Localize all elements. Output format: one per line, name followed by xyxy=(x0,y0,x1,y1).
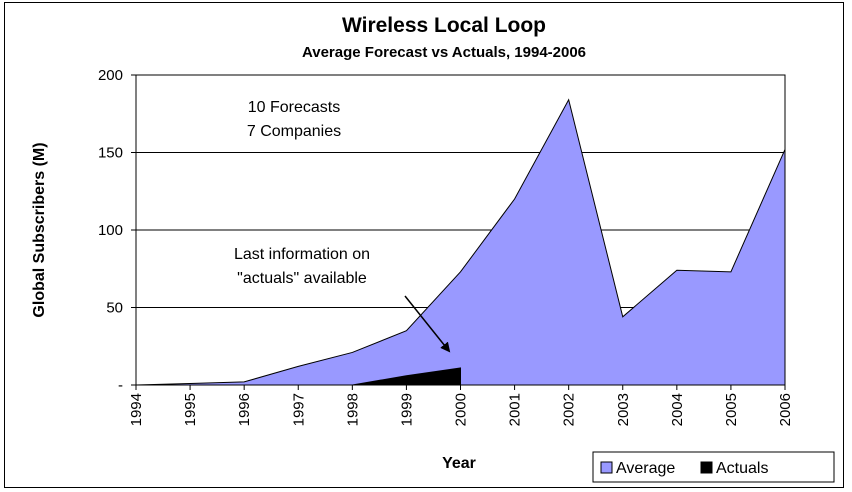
y-tick-label: 150 xyxy=(98,145,123,162)
y-axis-label: Global Subscribers (M) xyxy=(31,142,48,317)
x-tick-label: 2004 xyxy=(669,393,686,426)
y-tick-label: 50 xyxy=(106,300,123,317)
chart-title: Wireless Local Loop xyxy=(342,14,546,37)
legend-box xyxy=(592,451,835,483)
x-tick-label: 1998 xyxy=(344,393,361,426)
forecast-note-line2: 7 Companies xyxy=(247,123,341,140)
x-tick-label: 2005 xyxy=(723,393,740,426)
x-tick-label: 1997 xyxy=(290,393,307,426)
x-tick-label: 2000 xyxy=(453,393,470,426)
forecast-note-line1: 10 Forecasts xyxy=(248,99,340,116)
x-tick-label: 2003 xyxy=(615,393,632,426)
x-tick-label: 1994 xyxy=(128,393,145,426)
y-tick-label: - xyxy=(118,377,123,394)
x-tick-label: 2002 xyxy=(561,393,578,426)
legend-label-average: Average xyxy=(616,460,675,477)
x-axis-label: Year xyxy=(442,455,476,472)
actuals-note-arrow xyxy=(404,295,451,353)
y-tick-label: 100 xyxy=(98,222,123,239)
x-tick-label: 1995 xyxy=(182,393,199,426)
chart-subtitle: Average Forecast vs Actuals, 1994-2006 xyxy=(302,44,586,61)
actuals-note-line1: Last information on xyxy=(234,246,370,263)
y-tick-label: 200 xyxy=(98,67,123,84)
legend-swatch-average xyxy=(600,461,613,474)
legend-swatch-actuals xyxy=(700,461,713,474)
legend: Average Actuals xyxy=(592,451,835,483)
x-tick-label: 1999 xyxy=(398,393,415,426)
chart-frame xyxy=(4,2,844,488)
x-tick-label: 2001 xyxy=(507,393,524,426)
x-tick-label: 1996 xyxy=(236,393,253,426)
legend-label-actuals: Actuals xyxy=(716,460,768,477)
area-series-average xyxy=(135,98,786,386)
actuals-note-line2: "actuals" available xyxy=(237,270,367,287)
x-tick-label: 2006 xyxy=(777,393,794,426)
